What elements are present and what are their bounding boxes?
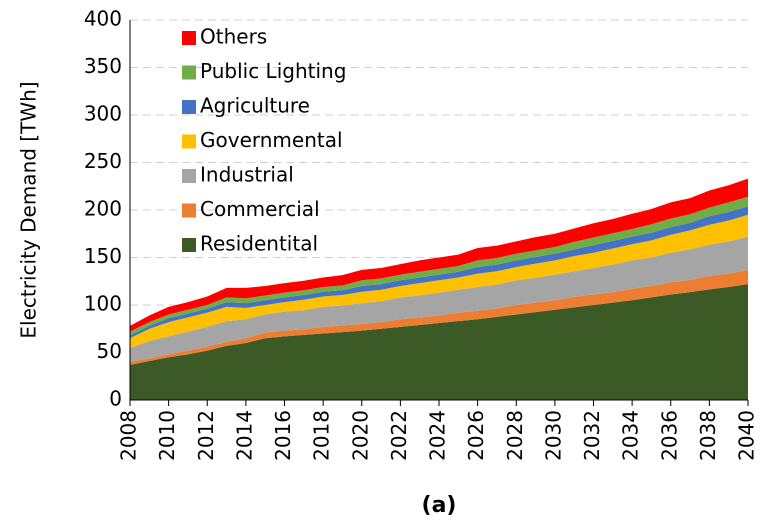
area <box>130 284 748 400</box>
x-tick-label: 2030 <box>541 410 565 461</box>
x-tick-label: 2040 <box>735 410 759 461</box>
x-tick-label: 2028 <box>503 410 527 461</box>
y-tick-label: 400 <box>84 7 122 31</box>
y-tick-label: 0 <box>109 387 122 411</box>
x-tick-label: 2036 <box>657 410 681 461</box>
area <box>130 269 748 365</box>
legend-label: Others <box>200 25 267 49</box>
area <box>130 214 748 348</box>
caption: (a) <box>422 493 457 518</box>
x-tick-label: 2008 <box>117 410 141 461</box>
legend-swatch <box>182 169 196 183</box>
x-tick-label: 2014 <box>232 410 256 461</box>
x-tick-label: 2016 <box>271 410 295 461</box>
legend-swatch <box>182 203 196 218</box>
x-tick-label: 2026 <box>464 410 488 461</box>
y-tick-label: 100 <box>84 292 122 316</box>
legend-label: Agriculture <box>200 94 310 118</box>
y-tick-label: 250 <box>84 149 122 173</box>
x-tick-label: 2022 <box>387 410 411 461</box>
legend-swatch <box>182 31 196 45</box>
x-tick-label: 2024 <box>426 410 450 461</box>
x-tick-label: 2010 <box>155 410 179 461</box>
legend-swatch <box>182 238 196 252</box>
y-tick-label: 200 <box>84 197 122 221</box>
x-tick-label: 2018 <box>310 410 334 461</box>
y-tick-label: 50 <box>97 339 122 363</box>
legend-label: Governmental <box>200 128 343 152</box>
y-axis-label: Electricity Demand [TWh] <box>17 81 41 338</box>
legend-label: Commercial <box>200 197 320 221</box>
legend-swatch <box>182 134 196 149</box>
legend-swatch <box>182 65 196 80</box>
y-tick-label: 300 <box>84 102 122 126</box>
legend-label: Public Lighting <box>200 59 346 83</box>
x-tick-label: 2012 <box>194 410 218 461</box>
x-tick-label: 2020 <box>348 410 372 461</box>
x-tick-label: 2032 <box>580 410 604 461</box>
x-tick-label: 2034 <box>619 410 643 461</box>
legend-swatch <box>182 100 196 114</box>
x-tick-label: 2038 <box>696 410 720 461</box>
y-tick-label: 150 <box>84 244 122 268</box>
legend-label: Residentital <box>200 232 318 256</box>
y-tick-label: 350 <box>84 54 122 78</box>
areas <box>130 178 748 400</box>
legend-label: Industrial <box>200 163 294 187</box>
